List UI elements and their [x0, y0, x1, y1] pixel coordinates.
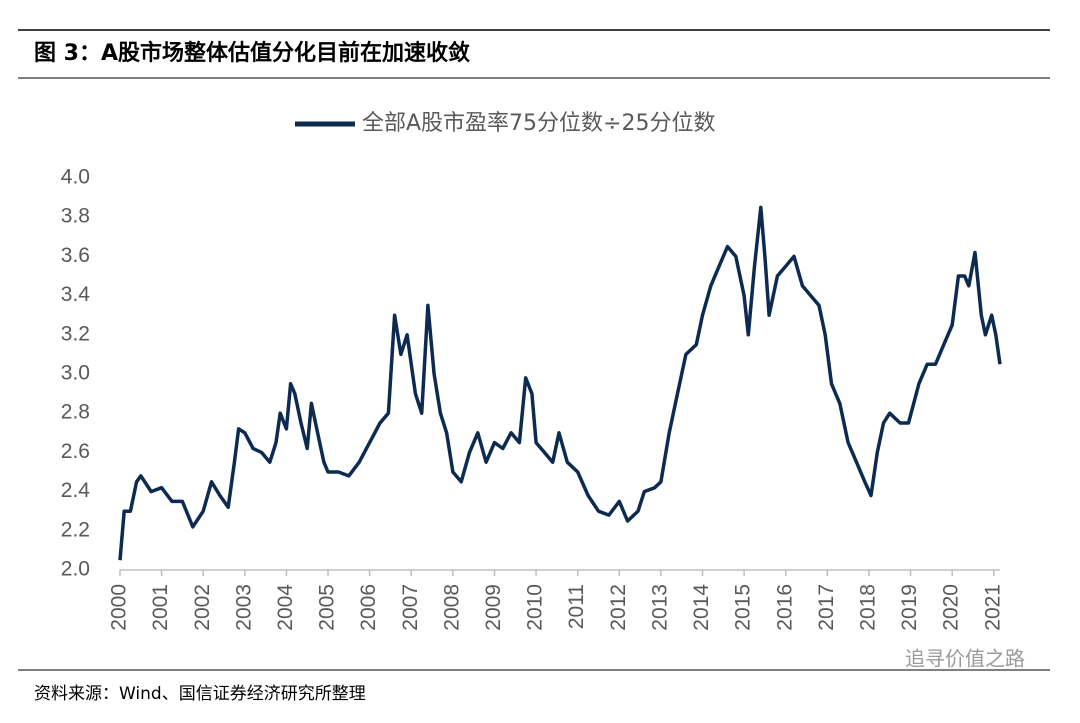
x-tick-label: 2001 [149, 584, 172, 631]
x-tick-label: 2015 [732, 584, 755, 631]
y-tick-label: 3.4 [61, 283, 91, 306]
x-tick-label: 2009 [482, 584, 505, 631]
x-tick-label: 2002 [191, 584, 214, 631]
x-tick-label: 2011 [565, 584, 588, 629]
x-tick-label: 2020 [940, 584, 963, 631]
y-tick-label: 3.2 [61, 322, 90, 345]
chart-title: 图 3：A股市场整体估值分化目前在加速收敛 [34, 40, 470, 66]
x-tick-label: 2005 [316, 584, 339, 631]
x-tick-label: 2006 [357, 584, 380, 631]
y-tick-label: 2.2 [61, 518, 90, 541]
y-tick-label: 2.0 [61, 558, 90, 581]
y-tick-label: 2.4 [61, 479, 91, 502]
source-note: 资料来源：Wind、国信证券经济研究所整理 [34, 684, 366, 704]
data-line [118, 205, 1002, 561]
x-tick-label: 2014 [690, 584, 713, 631]
x-tick-label: 2000 [108, 584, 131, 631]
watermark: 追寻价值之路 [905, 647, 1025, 671]
x-tick-label: 2013 [648, 584, 671, 631]
y-tick-label: 2.8 [61, 401, 90, 424]
x-tick-label: 2012 [607, 584, 630, 631]
x-tick-label: 2003 [232, 584, 255, 631]
y-tick-label: 2.6 [61, 440, 90, 463]
y-tick-label: 4.0 [61, 166, 90, 189]
x-tick-label: 2008 [440, 584, 463, 631]
legend-label: 全部A股市盈率75分位数÷25分位数 [362, 111, 715, 136]
x-tick-label: 2017 [815, 584, 838, 631]
x-tick-label: 2018 [856, 584, 879, 631]
x-tick-label: 2016 [773, 584, 796, 631]
x-tick-label: 2010 [524, 584, 547, 631]
y-tick-label: 3.0 [61, 362, 90, 385]
x-tick-label: 2007 [399, 584, 422, 631]
y-tick-label: 3.8 [61, 205, 90, 228]
y-tick-label: 3.6 [61, 244, 90, 267]
x-tick-label: 2021 [981, 584, 1004, 631]
x-tick-label: 2019 [898, 584, 921, 631]
x-tick-label: 2004 [274, 584, 297, 631]
